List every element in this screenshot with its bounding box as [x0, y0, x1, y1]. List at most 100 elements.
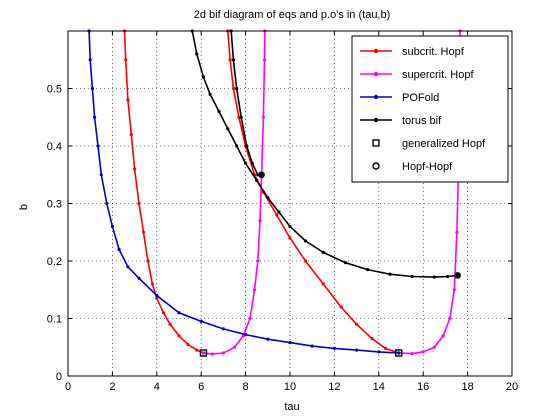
- series-point: [370, 337, 374, 341]
- x-tick-label: 20: [506, 381, 518, 393]
- series-point: [221, 327, 225, 331]
- series-point: [90, 86, 94, 91]
- x-tick-label: 6: [198, 381, 204, 393]
- series-point: [388, 272, 392, 276]
- series-point: [239, 115, 243, 119]
- series-line: [227, 30, 400, 354]
- y-tick-label: 0.1: [47, 314, 62, 326]
- series-point: [339, 305, 343, 309]
- series-point: [96, 144, 100, 148]
- series-point: [244, 333, 248, 337]
- series-point: [275, 213, 279, 217]
- series-point: [248, 316, 252, 321]
- series-point: [217, 109, 221, 114]
- legend-marker-swatch: [373, 94, 379, 100]
- series-point: [244, 161, 248, 165]
- series-point: [245, 144, 249, 148]
- axis-ticks: 0 2 4 6 8 10 12 14 16 18 20 0 0.1 0.2 0.3 0.4 0.5: [47, 31, 518, 393]
- series-point: [235, 144, 239, 148]
- series-point: [410, 352, 414, 356]
- legend: subcrit. Hopf supercrit. Hopf POFold torus …: [351, 35, 509, 183]
- series-point: [221, 351, 225, 355]
- series-point: [201, 75, 205, 79]
- legend-label: subcrit. Hopf: [402, 46, 465, 58]
- series-point: [332, 346, 336, 350]
- legend-marker-swatch: [373, 117, 379, 123]
- y-tick-label: 0.5: [47, 84, 62, 96]
- series-point: [446, 274, 450, 279]
- series-point: [137, 201, 141, 206]
- x-tick-label: 16: [417, 381, 429, 393]
- y-tick-label: 0.4: [47, 141, 62, 153]
- series-point: [201, 351, 205, 355]
- generalized-hopf-marker: [199, 349, 208, 357]
- x-tick-label: 2: [109, 381, 115, 393]
- series-point: [452, 288, 456, 292]
- series-point: [266, 337, 270, 341]
- series-line: [230, 30, 262, 176]
- legend-square-icon: [372, 139, 380, 147]
- series-point: [155, 293, 159, 298]
- legend-marker-swatch: [373, 71, 379, 77]
- series-point: [126, 98, 130, 102]
- series-point: [252, 288, 257, 292]
- series-point: [168, 322, 172, 326]
- series-point: [410, 274, 414, 279]
- series-point: [261, 115, 265, 119]
- series-point: [177, 311, 181, 315]
- series-point: [195, 52, 199, 56]
- series-point: [288, 341, 292, 345]
- series-point: [383, 346, 388, 350]
- series-point: [397, 351, 401, 355]
- x-tick-label: 8: [243, 381, 249, 393]
- series-point: [455, 230, 459, 234]
- y-tick-label: 0.3: [47, 199, 62, 211]
- series-point: [256, 259, 260, 263]
- series-point: [146, 259, 150, 263]
- series-point: [258, 219, 262, 223]
- series-point: [288, 224, 292, 229]
- series-point: [250, 161, 254, 165]
- x-tick-label: 0: [65, 381, 71, 393]
- series-point: [355, 348, 359, 352]
- series-point: [88, 58, 92, 62]
- y-axis-label: b: [18, 204, 30, 210]
- series-point: [288, 236, 292, 240]
- x-tick-label: 12: [328, 381, 340, 393]
- series-point: [235, 86, 239, 91]
- series-point: [105, 201, 109, 206]
- x-tick-label: 4: [154, 381, 160, 393]
- series-point: [441, 334, 445, 338]
- series-point: [141, 230, 146, 234]
- hopf-hopf-marker: [454, 272, 461, 279]
- series-point: [231, 58, 235, 62]
- series-point: [117, 247, 121, 252]
- series-point: [195, 348, 199, 352]
- series-point: [126, 265, 130, 269]
- series-point: [421, 350, 425, 354]
- series-point: [266, 196, 270, 200]
- series-point: [199, 319, 203, 323]
- series-point: [432, 345, 436, 349]
- series-point: [321, 282, 325, 286]
- legend-marker-swatch: [373, 48, 379, 54]
- series-point: [226, 127, 230, 131]
- series-point: [432, 275, 436, 279]
- series-point: [124, 58, 128, 62]
- series-point: [161, 311, 166, 315]
- legend-box: [351, 35, 509, 183]
- x-tick-label: 10: [284, 381, 296, 393]
- series-subcrit-hopf: [123, 29, 401, 355]
- series-point: [232, 345, 237, 349]
- series-point: [262, 58, 267, 62]
- series-point: [321, 250, 325, 254]
- hopf-hopf-marker: [258, 171, 265, 179]
- series-point: [303, 259, 308, 263]
- legend-circle-icon: [372, 162, 380, 170]
- legend-label: supercrit. Hopf: [402, 69, 474, 81]
- series-point: [186, 342, 190, 346]
- series-point: [93, 115, 97, 119]
- x-tick-label: 14: [373, 381, 385, 393]
- y-tick-label: 0: [56, 371, 62, 383]
